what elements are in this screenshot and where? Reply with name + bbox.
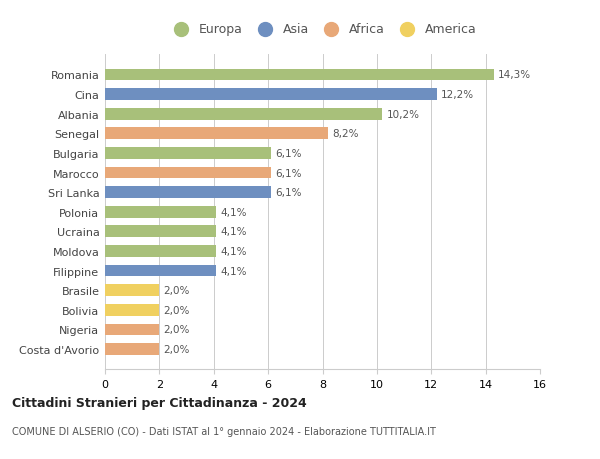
Text: COMUNE DI ALSERIO (CO) - Dati ISTAT al 1° gennaio 2024 - Elaborazione TUTTITALIA: COMUNE DI ALSERIO (CO) - Dati ISTAT al 1… — [12, 426, 436, 436]
Bar — [105, 69, 494, 81]
Bar — [105, 246, 217, 257]
Bar — [105, 148, 271, 159]
Text: 6,1%: 6,1% — [275, 168, 301, 178]
Bar — [105, 89, 437, 101]
Text: 12,2%: 12,2% — [441, 90, 474, 100]
Bar — [105, 167, 271, 179]
Bar — [105, 324, 160, 336]
Bar — [105, 343, 160, 355]
Text: 4,1%: 4,1% — [221, 227, 247, 237]
Bar — [105, 304, 160, 316]
Text: 2,0%: 2,0% — [163, 285, 190, 296]
Bar — [105, 265, 217, 277]
Bar — [105, 128, 328, 140]
Text: 14,3%: 14,3% — [498, 70, 531, 80]
Bar — [105, 108, 382, 120]
Text: 4,1%: 4,1% — [221, 207, 247, 217]
Text: 6,1%: 6,1% — [275, 149, 301, 158]
Text: 10,2%: 10,2% — [386, 109, 419, 119]
Text: 4,1%: 4,1% — [221, 266, 247, 276]
Bar — [105, 285, 160, 297]
Text: 4,1%: 4,1% — [221, 246, 247, 257]
Text: 2,0%: 2,0% — [163, 325, 190, 335]
Bar — [105, 207, 217, 218]
Text: 8,2%: 8,2% — [332, 129, 359, 139]
Text: Cittadini Stranieri per Cittadinanza - 2024: Cittadini Stranieri per Cittadinanza - 2… — [12, 396, 307, 409]
Legend: Europa, Asia, Africa, America: Europa, Asia, Africa, America — [166, 21, 479, 39]
Text: 2,0%: 2,0% — [163, 344, 190, 354]
Bar — [105, 187, 271, 199]
Text: 6,1%: 6,1% — [275, 188, 301, 198]
Text: 2,0%: 2,0% — [163, 305, 190, 315]
Bar — [105, 226, 217, 238]
